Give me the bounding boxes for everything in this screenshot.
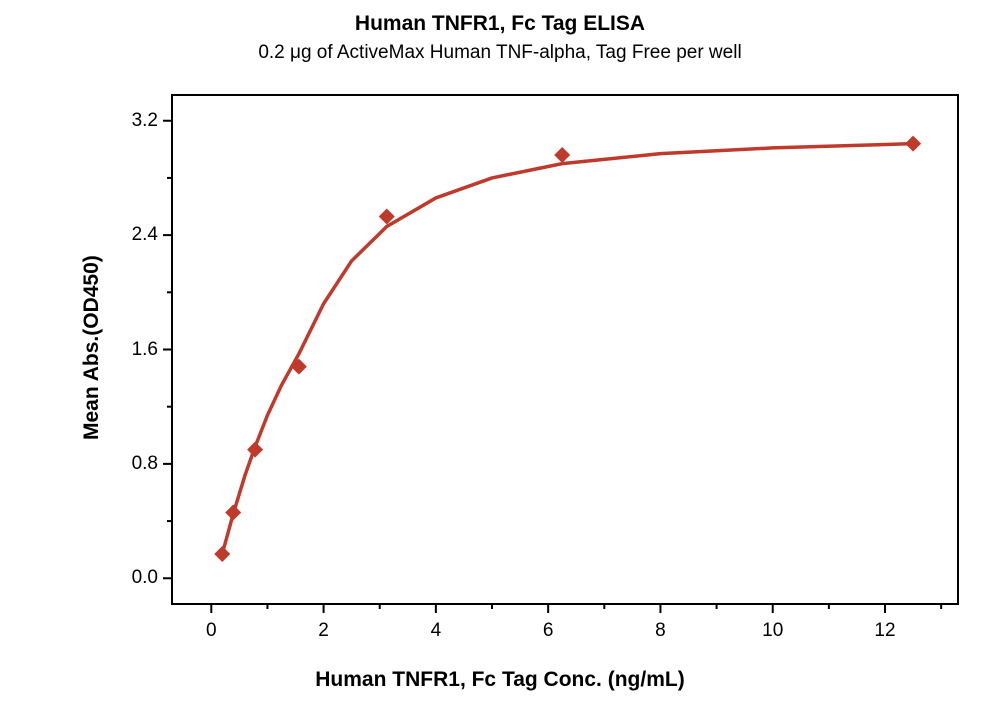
y-tick-label: 3.2 <box>122 110 158 132</box>
x-tick-label: 10 <box>762 620 783 642</box>
y-tick-label: 0.0 <box>122 567 158 589</box>
y-tick-label: 1.6 <box>122 339 158 361</box>
x-tick-label: 4 <box>431 620 442 642</box>
x-tick-label: 6 <box>543 620 554 642</box>
y-tick-label: 2.4 <box>122 224 158 246</box>
y-tick-label: 0.8 <box>122 453 158 475</box>
x-tick-label: 2 <box>318 620 329 642</box>
chart-container: Human TNFR1, Fc Tag ELISA 0.2 μg of Acti… <box>0 0 1000 714</box>
x-tick-label: 0 <box>206 620 217 642</box>
x-tick-label: 8 <box>655 620 666 642</box>
x-tick-label: 12 <box>874 620 895 642</box>
